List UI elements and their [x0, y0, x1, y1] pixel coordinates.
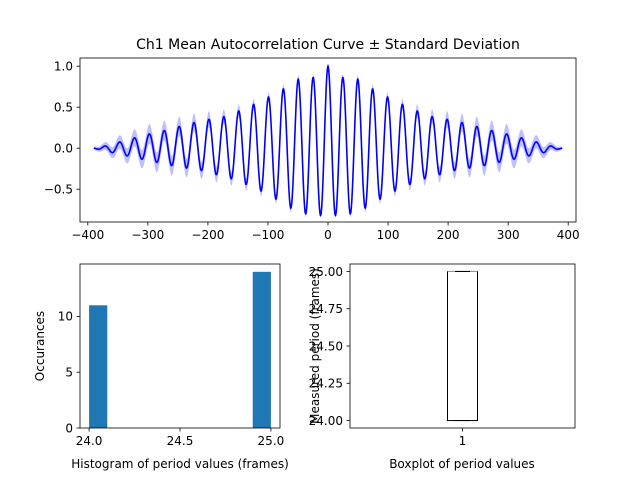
boxplot-x-tick-label: 1	[459, 434, 467, 448]
autocorrelation-x-tick-label: 200	[437, 228, 460, 242]
autocorrelation-y-tick-label: 0.0	[54, 142, 73, 156]
autocorrelation-x-tick-label: −300	[131, 228, 164, 242]
boxplot-y-tick-label: 24.75	[309, 302, 343, 316]
histogram-y-tick-label: 10	[58, 310, 73, 324]
autocorrelation-y-tick-label: −0.5	[44, 183, 73, 197]
autocorrelation-x-tick-label: −100	[251, 228, 284, 242]
autocorrelation-x-ticks: −400 −300 −200 −100 0 100 200 300 400	[71, 222, 580, 242]
histogram-y-tick-label: 5	[65, 366, 73, 380]
autocorrelation-x-tick-label: −200	[191, 228, 224, 242]
autocorrelation-y-tick-label: 1.0	[54, 60, 73, 74]
histogram-chart: 24.0 24.5 25.0 0 5 10 Histogram of period va…	[33, 263, 289, 471]
histogram-y-label: Occurances	[33, 311, 47, 381]
boxplot-y-label: Measured period (frames)	[308, 268, 322, 424]
boxplot-y-tick-label: 25.00	[309, 265, 343, 279]
histogram-x-tick-label: 24.5	[167, 434, 194, 448]
boxplot-x-ticks: 1	[459, 428, 467, 448]
autocorrelation-chart: Ch1 Mean Autocorrelation Curve ± Standar…	[44, 37, 580, 242]
autocorrelation-title: Ch1 Mean Autocorrelation Curve ± Standar…	[136, 37, 520, 53]
histogram-x-tick-label: 25.0	[258, 434, 285, 448]
boxplot-y-tick-label: 24.25	[309, 377, 343, 391]
histogram-y-ticks: 0 5 10	[58, 310, 80, 435]
boxplot-y-ticks: 24.00 24.25 24.50 24.75 25.00	[309, 265, 350, 428]
autocorrelation-x-tick-label: 400	[557, 228, 580, 242]
boxplot-x-label: Boxplot of period values	[389, 457, 535, 471]
histogram-x-ticks: 24.0 24.5 25.0	[76, 428, 285, 448]
histogram-y-tick-label: 0	[65, 421, 73, 435]
autocorrelation-plot-area	[93, 63, 563, 218]
boxplot-y-tick-label: 24.50	[309, 339, 343, 353]
autocorrelation-x-tick-label: 100	[377, 228, 400, 242]
autocorrelation-y-ticks: −0.5 0.0 0.5 1.0	[44, 60, 80, 197]
boxplot-plot-area	[447, 270, 478, 422]
histogram-bars	[89, 271, 271, 428]
boxplot-y-tick-label: 24.00	[309, 414, 343, 428]
boxplot-chart: 1 24.00 24.25 24.50 24.75 25.00 Boxplot of p…	[308, 263, 576, 471]
histogram-x-label: Histogram of period values (frames)	[71, 457, 289, 471]
histogram-x-tick-label: 24.0	[76, 434, 103, 448]
histogram-bar	[252, 271, 271, 428]
mean-autocorrelation-line	[93, 63, 563, 217]
autocorrelation-x-tick-label: −400	[71, 228, 104, 242]
autocorrelation-x-tick-label: 0	[324, 228, 332, 242]
autocorrelation-x-tick-label: 300	[497, 228, 520, 242]
histogram-bar	[89, 305, 108, 428]
autocorrelation-y-tick-label: 0.5	[54, 101, 73, 115]
